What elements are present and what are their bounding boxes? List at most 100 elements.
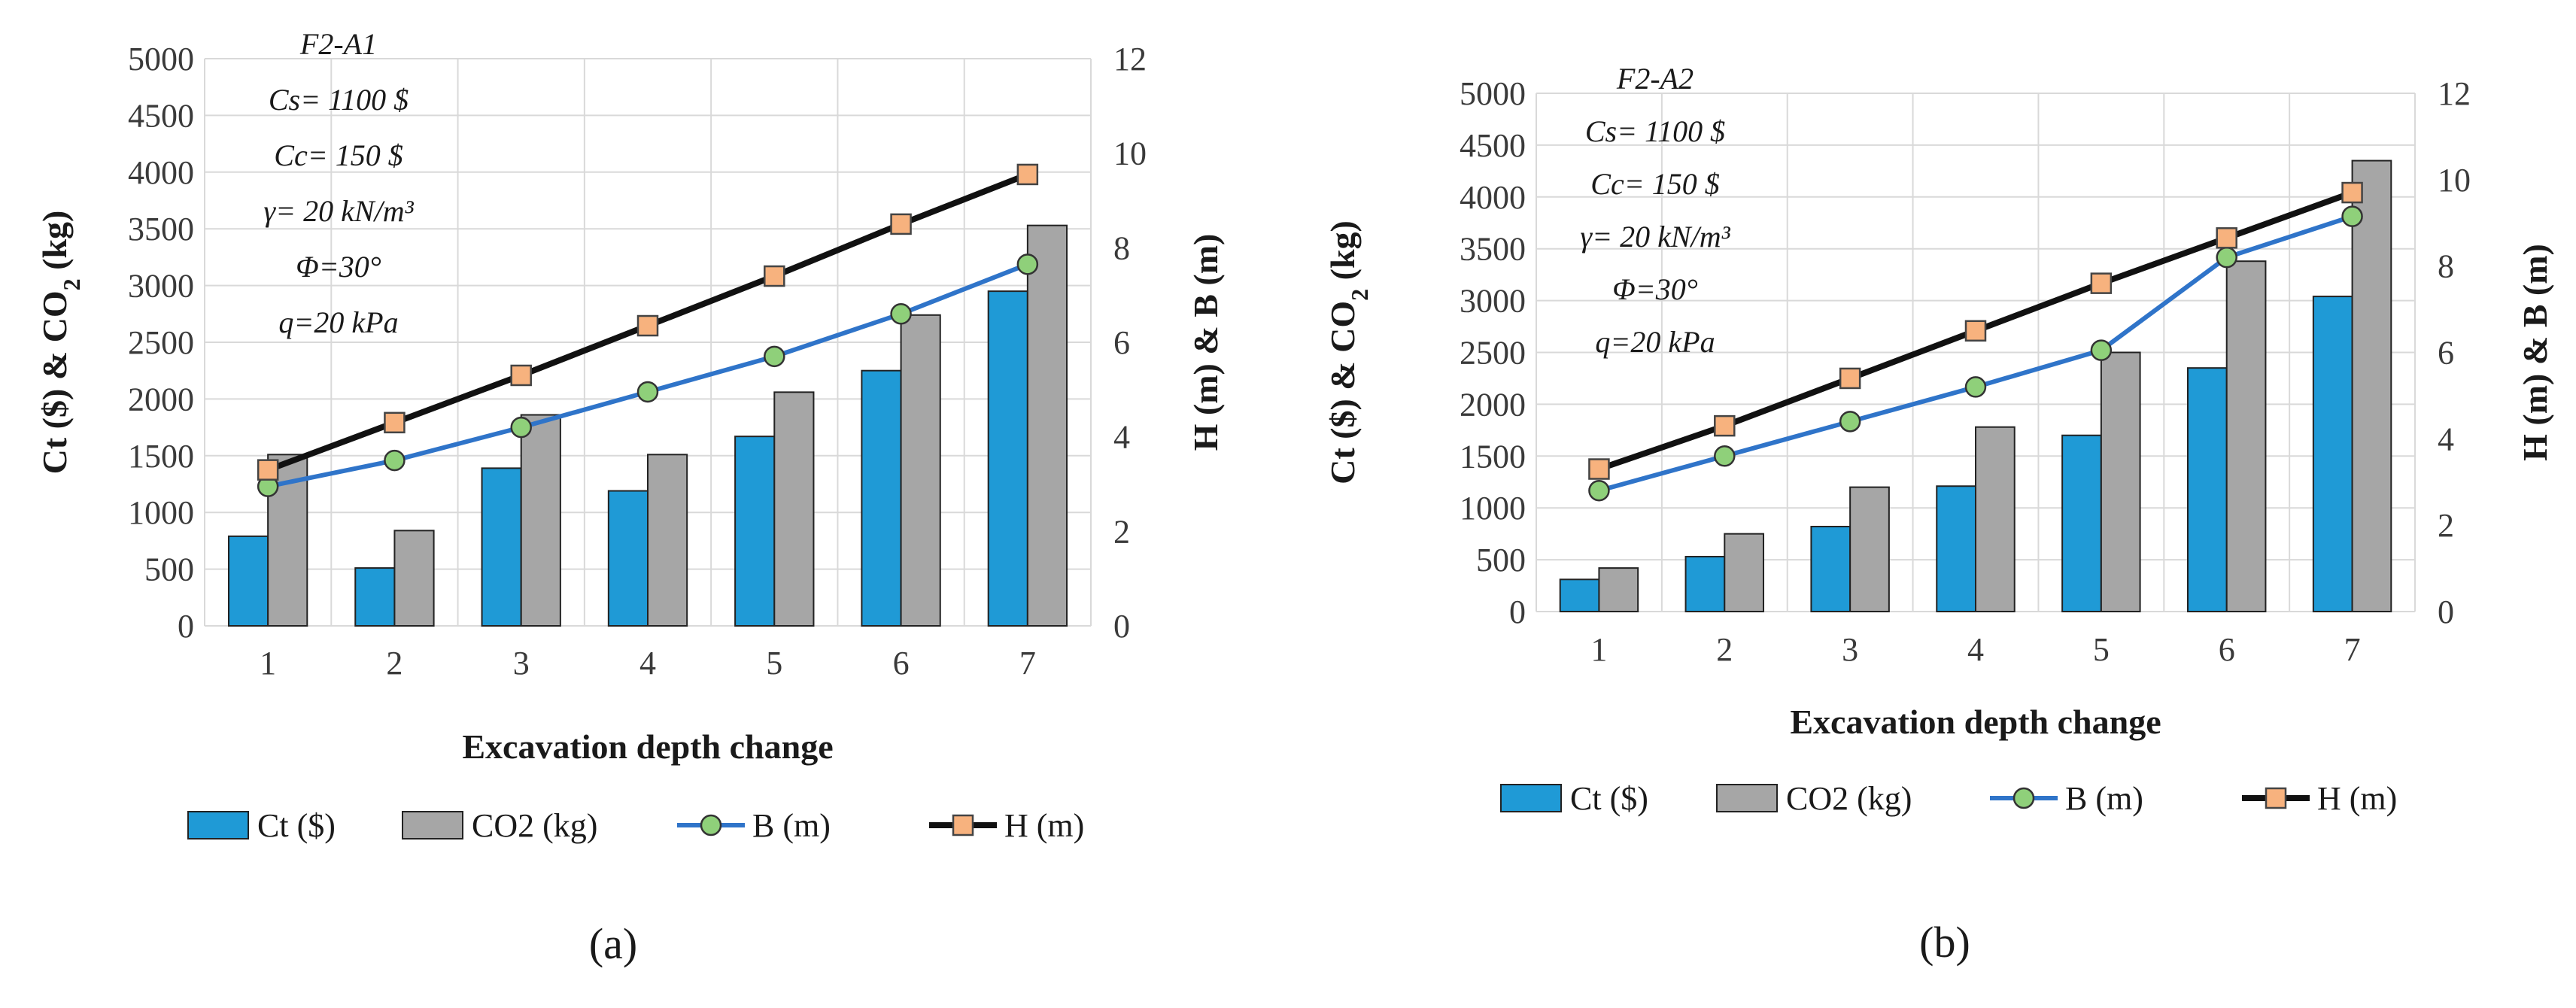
point-h — [1964, 320, 1987, 342]
y-right-tick-label: 10 — [1113, 135, 1147, 172]
legend-label-co2: CO2 (kg) — [1786, 780, 1912, 817]
point-b — [2341, 205, 2363, 227]
y-right-tick-label: 2 — [1113, 513, 1130, 550]
annotation-text: γ= 20 kN/m³ — [263, 194, 414, 228]
point-b — [890, 303, 912, 325]
bar-ct — [2061, 434, 2102, 612]
point-h — [890, 213, 912, 235]
bar-co2 — [1975, 426, 2016, 612]
y-left-tick-label: 5000 — [1460, 75, 1526, 112]
y-right-tick-label: 0 — [2438, 594, 2454, 630]
x-tick-label: 4 — [639, 645, 656, 682]
y-left-tick-label: 500 — [144, 551, 194, 588]
bar-co2 — [647, 454, 688, 627]
chart-panel-2: 0 500 1000 1500 2000 2500 3000 3500 4000 4500 5000… — [1323, 62, 2554, 967]
point-h — [2341, 181, 2363, 204]
x-axis-title: Excavation depth change — [462, 727, 833, 766]
x-tick-label: 7 — [1019, 645, 1036, 682]
y-left-tick-label: 3000 — [128, 268, 194, 305]
point-b — [1964, 376, 1987, 398]
x-axis-title: Excavation depth change — [1790, 703, 2161, 741]
y-right-tick-label: 8 — [1113, 229, 1130, 266]
bar-ct — [481, 467, 522, 627]
x-tick-label: 5 — [766, 645, 782, 682]
point-b — [384, 449, 406, 472]
y-left-axis-title-main: Ct ($) & CO — [35, 290, 74, 474]
chart-panel-1: 0 500 1000 1500 2000 2500 3000 3500 4000 4500 5000… — [35, 27, 1225, 968]
legend-label-h: H (m) — [2317, 780, 2397, 817]
point-b — [1839, 411, 1861, 433]
legend-label-ct: Ct ($) — [1570, 780, 1648, 817]
point-h — [257, 459, 279, 481]
y-left-tick-label: 500 — [1476, 542, 1526, 578]
y-right-tick-label: 4 — [1113, 419, 1130, 456]
y-left-tick-label: 4000 — [1460, 179, 1526, 216]
legend-swatch-co2 — [1716, 784, 1778, 812]
bar-ct — [227, 535, 269, 627]
y-left-tick-label: 2000 — [128, 381, 194, 417]
point-b — [2216, 246, 2237, 269]
bar-co2 — [773, 391, 815, 627]
bar-ct — [987, 290, 1028, 627]
bar-ct — [1559, 578, 1600, 612]
y-left-tick-label: 3000 — [1460, 283, 1526, 320]
legend-marker-b — [700, 814, 722, 836]
bar-ct — [1684, 555, 1726, 612]
y-left-axis-title: Ct ($) & CO2 (kg) — [35, 211, 85, 475]
point-h — [384, 411, 406, 434]
y-left-tick-label: 2000 — [1460, 386, 1526, 423]
point-h — [1016, 163, 1039, 186]
bar-co2 — [2100, 351, 2141, 612]
y-left-tick-label: 4500 — [128, 97, 194, 134]
legend-swatch-ct — [1500, 784, 1562, 812]
y-left-tick-label: 4000 — [128, 154, 194, 191]
x-tick-label: 7 — [2344, 631, 2361, 668]
y-left-tick-label: 5000 — [128, 41, 194, 77]
y-right-tick-label: 6 — [1113, 324, 1130, 361]
y-left-axis-title-unit: (kg) — [1323, 220, 1362, 289]
y-right-tick-label: 8 — [2438, 248, 2454, 285]
y-right-tick-label: 6 — [2438, 335, 2454, 372]
point-b — [764, 345, 785, 368]
legend: Ct ($) CO2 (kg) B (m) H (m) — [1500, 780, 2397, 817]
annotation-text: Cc= 150 $ — [1590, 167, 1719, 201]
bar-co2 — [1849, 486, 1890, 613]
x-tick-label: 5 — [2093, 631, 2110, 668]
x-tick-label: 3 — [513, 645, 530, 682]
y-left-tick-label: 2500 — [128, 324, 194, 361]
point-h — [1839, 367, 1861, 390]
y-left-axis-title-unit: (kg) — [35, 211, 74, 279]
bar-ct — [607, 490, 649, 627]
y-left-tick-label: 2500 — [1460, 335, 1526, 372]
bar-co2 — [2351, 159, 2392, 612]
bar-ct — [2312, 296, 2353, 612]
x-tick-label: 1 — [1590, 631, 1607, 668]
legend-marker-h — [952, 814, 974, 836]
point-b — [2090, 339, 2113, 361]
annotation-text: γ= 20 kN/m³ — [1580, 220, 1730, 254]
bar-co2 — [520, 414, 561, 627]
y-left-tick-label: 4500 — [1460, 127, 1526, 164]
annotation-text: q=20 kPa — [1595, 325, 1715, 359]
x-tick-label: 6 — [2219, 631, 2235, 668]
bar-ct — [734, 436, 776, 627]
annotation-text: q=20 kPa — [278, 305, 398, 339]
legend-swatch-ct — [187, 811, 249, 839]
x-tick-label: 1 — [260, 645, 276, 682]
bar-ct — [2186, 367, 2228, 612]
x-tick-label: 6 — [893, 645, 910, 682]
legend-swatch-co2 — [402, 811, 463, 839]
annotation-text: F2-A2 — [1616, 62, 1694, 96]
legend-marker-h — [2265, 787, 2287, 809]
bar-ct — [1936, 485, 1976, 613]
point-b — [1714, 445, 1736, 467]
y-left-tick-label: 1500 — [128, 438, 194, 475]
y-left-tick-label: 3500 — [128, 211, 194, 247]
annotation-text: Φ=30° — [1612, 272, 1697, 306]
bar-ct — [1810, 526, 1852, 613]
annotation-text: Cs= 1100 $ — [1585, 114, 1725, 148]
annotation-text: F2-A1 — [299, 27, 377, 61]
panel-label: (a) — [589, 919, 637, 968]
annotation-text: Cs= 1100 $ — [269, 83, 409, 117]
y-right-tick-label: 12 — [2438, 75, 2471, 112]
